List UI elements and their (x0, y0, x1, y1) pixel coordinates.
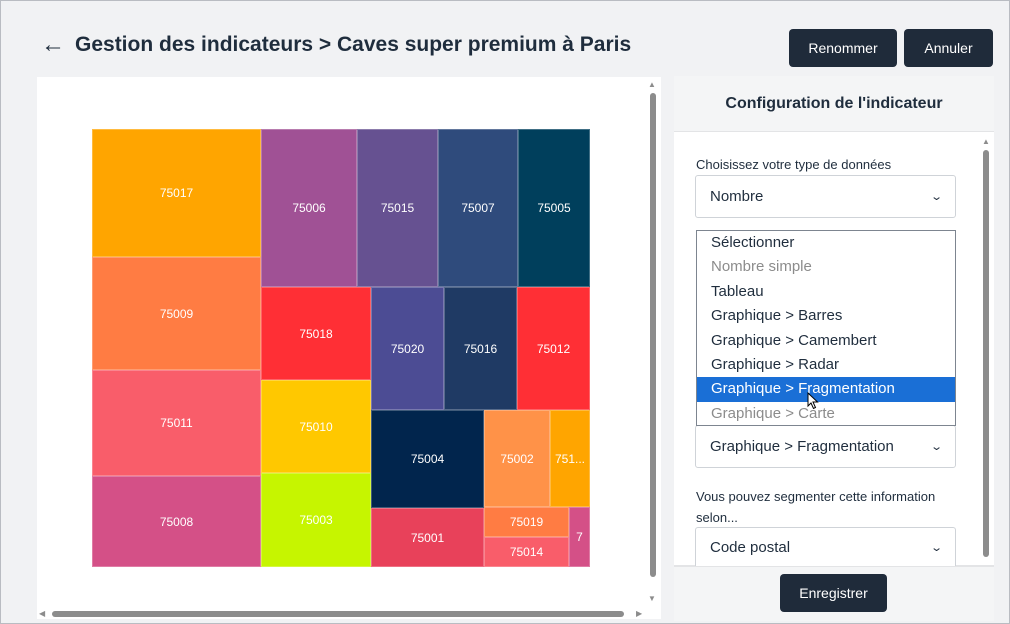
treemap-tile[interactable]: 75001 (371, 508, 484, 567)
chart-vertical-scrollbar[interactable] (650, 93, 656, 577)
segment-label: Vous pouvez segmenter cette information … (696, 489, 936, 525)
config-vertical-scrollbar[interactable] (983, 150, 989, 557)
config-title: Configuration de l'indicateur (674, 76, 994, 132)
treemap-tile[interactable]: 75008 (92, 476, 261, 567)
dropdown-option[interactable]: Sélectionner (711, 234, 795, 251)
display-type-value: Graphique > Fragmentation (710, 438, 894, 455)
chevron-down-icon: ⌄ (929, 441, 943, 453)
data-type-value: Nombre (710, 188, 764, 205)
treemap-tile[interactable]: 75004 (371, 410, 484, 508)
config-scroll-up-arrow-icon[interactable]: ▲ (982, 137, 990, 146)
dropdown-option: Nombre simple (711, 258, 812, 276)
treemap-tile[interactable]: 75014 (484, 537, 569, 567)
treemap-tile[interactable]: 75011 (92, 370, 261, 476)
data-type-select[interactable]: Nombre ⌄ (695, 175, 956, 218)
scroll-up-arrow-icon[interactable]: ▲ (648, 80, 656, 89)
mouse-cursor-icon (807, 392, 819, 410)
dropdown-option[interactable]: Graphique > Radar (711, 355, 839, 373)
chevron-down-icon: ⌄ (929, 191, 943, 203)
scroll-left-arrow-icon[interactable]: ◀ (39, 609, 46, 618)
treemap-tile[interactable]: 75018 (261, 287, 371, 380)
treemap-tile[interactable]: 751... (550, 410, 590, 507)
dropdown-option[interactable]: Tableau (711, 282, 764, 300)
treemap-tile[interactable]: 75007 (438, 129, 518, 287)
dropdown-option[interactable]: Graphique > Barres (711, 307, 843, 325)
treemap-tile[interactable]: 75020 (371, 287, 444, 410)
dropdown-option: Graphique > Carte (711, 404, 835, 422)
data-type-label: Choisissez votre type de données (696, 157, 892, 172)
treemap-tile[interactable]: 75015 (357, 129, 438, 287)
treemap-tile[interactable]: 75019 (484, 507, 569, 537)
treemap-tile[interactable]: 75012 (517, 287, 590, 410)
scroll-down-arrow-icon[interactable]: ▼ (648, 594, 656, 603)
treemap-tile[interactable]: 75003 (261, 473, 371, 567)
chevron-down-icon: ⌄ (929, 542, 943, 554)
cancel-button[interactable]: Annuler (904, 29, 993, 67)
back-arrow-icon[interactable]: ← (41, 31, 65, 58)
treemap-tile[interactable]: 75010 (261, 380, 371, 473)
page-header: ← Gestion des indicateurs > Caves super … (41, 33, 631, 57)
treemap-chart: 75017 75009 75011 75008 75006 75015 75007 75005… (92, 129, 590, 567)
display-type-dropdown: Sélectionner Nombre simple Tableau Graphiqu… (696, 230, 956, 426)
scroll-right-arrow-icon[interactable]: ▶ (636, 609, 643, 618)
dropdown-option[interactable]: Graphique > Fragmentation (697, 377, 955, 402)
segment-value: Code postal (710, 539, 791, 556)
treemap-tile[interactable]: 75009 (92, 257, 261, 370)
display-type-select[interactable]: Graphique > Fragmentation ⌄ (695, 425, 956, 468)
treemap-tile[interactable]: 7 (569, 507, 590, 567)
segment-select[interactable]: Code postal ⌄ (695, 527, 956, 567)
treemap-tile[interactable]: 75016 (444, 287, 517, 410)
treemap-tile[interactable]: 75006 (261, 129, 357, 287)
page-title: Gestion des indicateurs > Caves super pr… (75, 33, 632, 56)
rename-button[interactable]: Renommer (789, 29, 897, 67)
save-button[interactable]: Enregistrer (780, 574, 887, 612)
treemap-tile[interactable]: 75005 (518, 129, 590, 287)
chart-horizontal-scrollbar[interactable] (52, 611, 624, 617)
treemap-tile[interactable]: 75017 (92, 129, 261, 257)
dropdown-option[interactable]: Graphique > Camembert (711, 331, 877, 349)
treemap-tile[interactable]: 75002 (484, 410, 550, 507)
